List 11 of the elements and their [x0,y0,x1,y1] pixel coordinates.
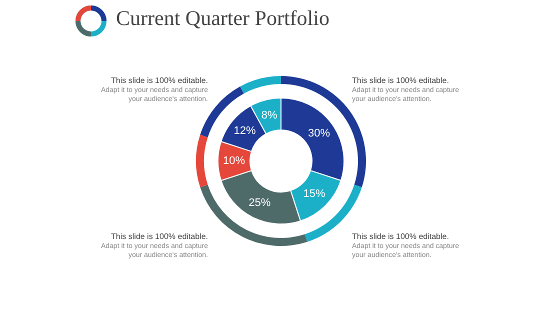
chart-title: Current Quarter Portfolio [116,6,330,31]
text: 25% [248,196,271,209]
text: This slide is 100% editable. [110,232,208,242]
text: 8% [261,109,278,122]
text: This slide is 100% editable. [352,76,450,86]
text: 10% [222,155,246,167]
text: 12% [234,125,256,138]
text: This slide is 100% editable. [110,76,208,86]
text: 30% [308,127,330,140]
text: This slide is 100% editable. [352,232,450,242]
text: 15% [303,188,326,200]
